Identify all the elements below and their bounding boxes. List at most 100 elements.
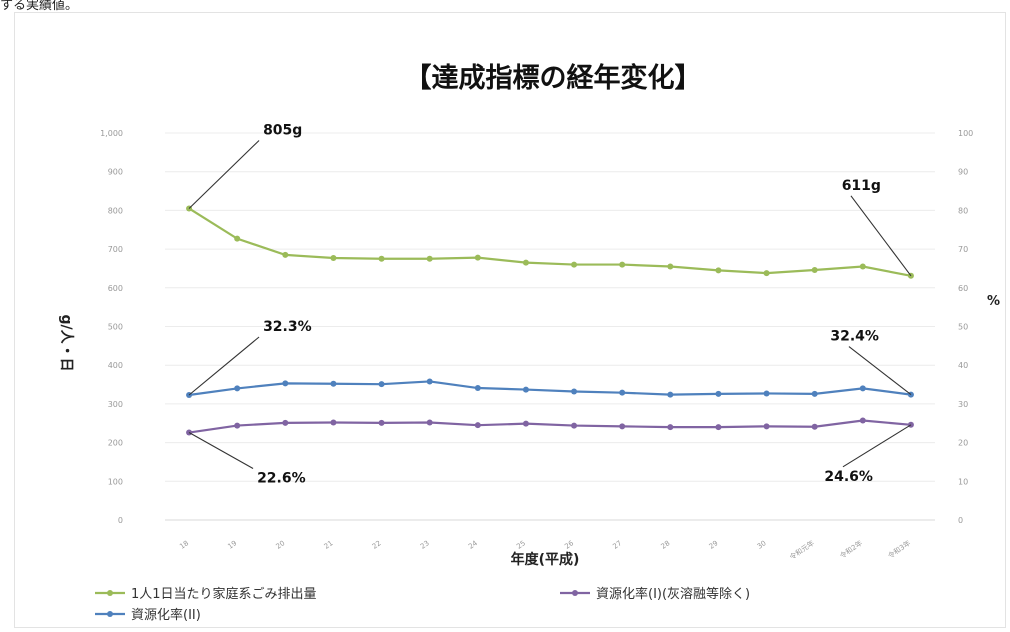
data-point (234, 422, 241, 429)
x-tick-label: 20 (275, 539, 287, 551)
data-point (234, 385, 241, 392)
data-point (715, 267, 722, 274)
legend-swatch-marker (107, 590, 113, 596)
x-tick-label: 令和3年 (886, 538, 912, 560)
x-tick-label: 令和元年 (788, 538, 816, 561)
data-point (474, 422, 481, 429)
data-point (667, 424, 674, 431)
annotation-leader-line (188, 432, 254, 470)
data-point (811, 266, 818, 273)
left-tick-label: 300 (108, 400, 123, 409)
data-point (763, 390, 770, 397)
right-tick-label: 20 (958, 439, 968, 448)
data-point (522, 386, 529, 393)
annotations: 805g 611g 32.3% 32.4% 22.6% 24.6% (188, 122, 912, 487)
legend-swatch-marker (572, 590, 578, 596)
right-tick-label: 70 (958, 245, 968, 254)
x-tick-label: 28 (660, 539, 672, 551)
left-tick-label: 800 (108, 206, 123, 215)
x-tick-label: 30 (756, 539, 768, 551)
data-point (763, 270, 770, 277)
data-point (619, 389, 626, 396)
annotation-label: 805g (263, 122, 302, 138)
data-point (667, 391, 674, 398)
data-point (859, 263, 866, 270)
data-point (811, 423, 818, 430)
x-tick-label: 29 (708, 539, 720, 551)
right-tick-label: 50 (958, 323, 968, 332)
data-point (426, 419, 433, 426)
data-point (474, 254, 481, 261)
data-point (330, 255, 337, 262)
left-tick-label: 400 (108, 361, 123, 370)
x-tick-label: 19 (226, 539, 238, 551)
data-point (282, 251, 289, 258)
left-tick-label: 600 (108, 284, 123, 293)
data-point (763, 423, 770, 430)
x-axis-label: 年度(平成) (511, 551, 580, 568)
left-tick-label: 1,000 (100, 129, 123, 138)
annotation-leader-line (842, 424, 912, 468)
left-y-axis: 0 100 200 300 400 500 600 700 800 900 1,000 (100, 129, 123, 525)
right-tick-label: 40 (958, 361, 968, 370)
x-tick-label: 24 (467, 539, 479, 551)
data-point (234, 235, 241, 242)
data-point (522, 420, 529, 427)
right-tick-label: 100 (958, 129, 973, 138)
right-tick-label: 60 (958, 284, 968, 293)
data-point (619, 423, 626, 430)
data-point (474, 385, 481, 392)
data-point (378, 255, 385, 262)
annotation-leader-line (850, 195, 912, 277)
right-y-axis: 0 10 20 30 40 50 60 70 80 90 100 (958, 129, 973, 525)
line-chart: 【達成指標の経年変化】 0100200300400500600700800900… (58, 62, 1000, 623)
right-y-axis-label: % (987, 294, 1000, 309)
annotation-leader-line (188, 336, 260, 396)
x-tick-label: 令和2年 (838, 538, 864, 560)
annotation-label: 611g (842, 178, 881, 194)
left-y-axis-label: g/人・日 (58, 314, 75, 371)
legend-label: 資源化率(I)(灰溶融等除く) (596, 586, 750, 602)
annotation-label: 32.3% (263, 319, 312, 335)
x-tick-label: 26 (563, 539, 575, 551)
data-point (282, 380, 289, 387)
data-point (619, 261, 626, 268)
data-point (571, 261, 578, 268)
right-tick-label: 0 (958, 516, 963, 525)
data-point (667, 263, 674, 270)
data-point (859, 385, 866, 392)
annotation-label: 32.4% (830, 329, 879, 345)
data-point (715, 390, 722, 397)
chart-frame: 【達成指標の経年変化】 0 100 200 300 400 500 600 700 800 900… (14, 12, 1006, 628)
legend-label: 資源化率(II) (131, 607, 201, 623)
annotation-leader-line (848, 346, 912, 396)
legend-swatch-marker (107, 611, 113, 617)
annotation-leader-line (188, 140, 260, 209)
data-point (282, 419, 289, 426)
data-point (571, 422, 578, 429)
right-tick-label: 30 (958, 400, 968, 409)
legend-label: 1人1日当たり家庭系ごみ排出量 (131, 586, 317, 602)
x-tick-label: 22 (371, 539, 383, 551)
x-tick-label: 25 (515, 539, 527, 551)
left-tick-label: 500 (108, 323, 123, 332)
chart-title: 【達成指標の経年変化】 (405, 62, 702, 94)
x-tick-label: 21 (323, 539, 335, 551)
data-point (859, 417, 866, 424)
data-point (571, 388, 578, 395)
left-tick-label: 700 (108, 245, 123, 254)
right-tick-label: 10 (958, 477, 968, 486)
left-tick-label: 100 (108, 477, 123, 486)
annotation-label: 22.6% (257, 471, 306, 487)
x-tick-label: 18 (178, 539, 190, 551)
left-tick-label: 900 (108, 168, 123, 177)
legend: 1人1日当たり家庭系ごみ排出量 資源化率(I)(灰溶融等除く) 資源化率(II) (95, 586, 750, 623)
right-tick-label: 80 (958, 206, 968, 215)
left-tick-label: 0 (118, 516, 123, 525)
top-text-snippet: する実績値。 (0, 0, 79, 13)
data-point (811, 390, 818, 397)
data-point (330, 419, 337, 426)
data-point (378, 419, 385, 426)
data-point (378, 381, 385, 388)
left-tick-label: 200 (108, 439, 123, 448)
